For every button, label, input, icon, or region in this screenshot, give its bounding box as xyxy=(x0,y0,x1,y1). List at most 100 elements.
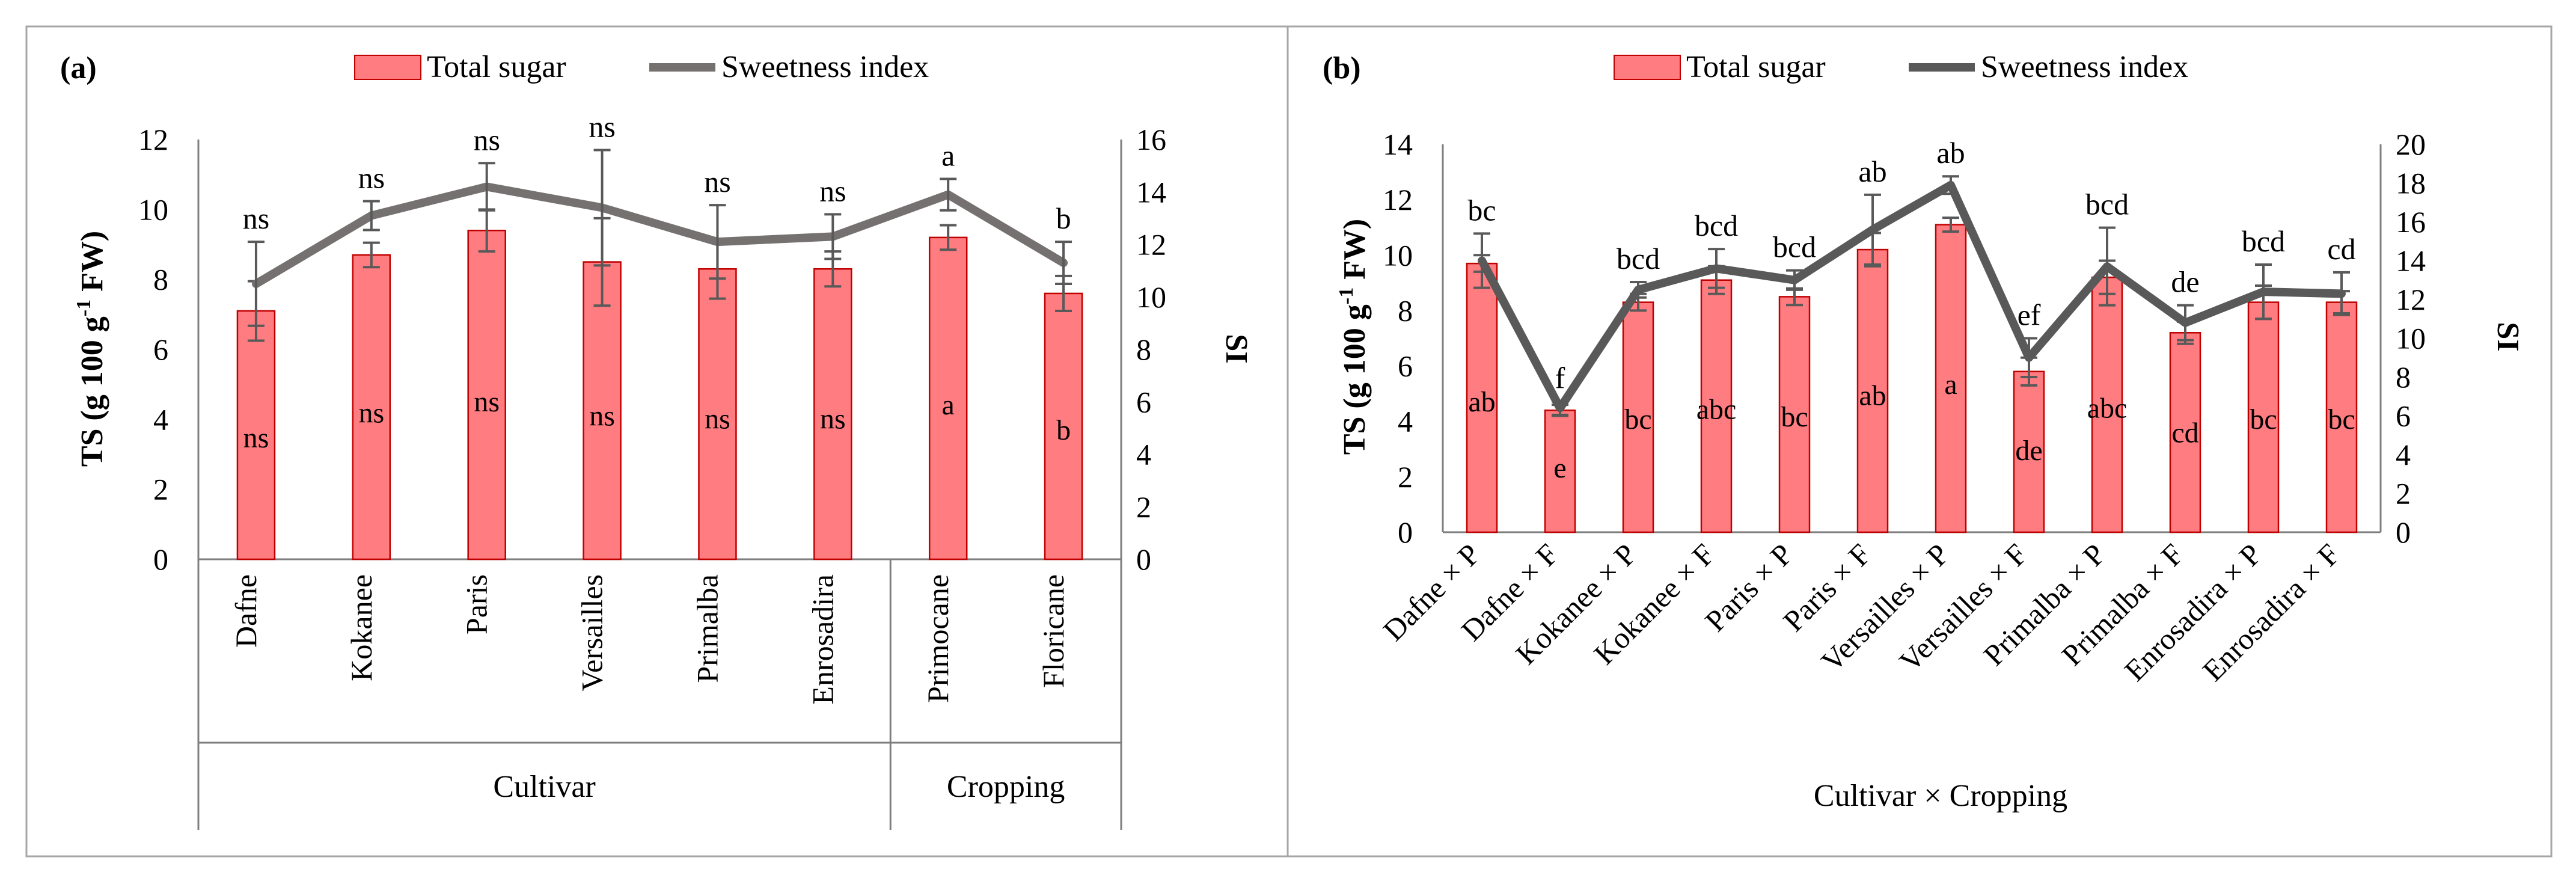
b-bar-letter: bc xyxy=(2250,404,2277,435)
a-y2tick-label: 16 xyxy=(1136,123,1166,156)
panel-b-line xyxy=(1478,180,2346,413)
b-ytick-label: 6 xyxy=(1398,349,1413,383)
b-y2tick-label: 20 xyxy=(2396,127,2426,161)
a-y2tick-label: 12 xyxy=(1136,228,1166,262)
panel-a-ylabel: TS (g 100 g-1 FW) xyxy=(73,231,109,467)
panel-a-line xyxy=(251,182,1068,288)
a-bar-letter: ns xyxy=(820,404,846,435)
a-bar xyxy=(467,229,506,560)
b-sweetness-line xyxy=(1478,180,2346,413)
a-bar-letter: ns xyxy=(358,397,384,429)
b-bar-letter: bc xyxy=(1781,401,1808,433)
b-line-letter: cd xyxy=(2327,232,2355,266)
b-y2tick-label: 10 xyxy=(2396,322,2426,355)
b-y2tick-label: 6 xyxy=(2396,399,2411,433)
b-bar-letter: a xyxy=(1944,369,1957,401)
b-bar-letter: e xyxy=(1553,452,1566,484)
b-y2tick-label: 14 xyxy=(2396,244,2426,278)
panel-b-ylabel: TS (g 100 g-1 FW) xyxy=(1335,219,1372,455)
panel-a: (a) Total sugar Sweetness index 0 2 4 6 8 10 1… xyxy=(60,50,1253,830)
a-y2tick-label: 0 xyxy=(1136,542,1151,576)
b-y2tick-label: 0 xyxy=(2396,515,2411,549)
b-bar xyxy=(1622,301,1654,533)
b-bar-letter: ab xyxy=(1468,386,1495,418)
panel-b-legend: Total sugar Sweetness index xyxy=(1614,50,2188,84)
b-bar xyxy=(2325,301,2358,533)
a-ytick-label: 6 xyxy=(153,333,168,366)
b-ytick-label: 12 xyxy=(1383,183,1413,216)
b-bar-letter: bc xyxy=(2328,404,2355,435)
a-bar xyxy=(583,261,622,560)
a-bar-letter: ns xyxy=(243,422,269,454)
panel-a-label: (a) xyxy=(60,51,97,85)
panel-a-bars xyxy=(236,229,1083,560)
b-ytick-label: 10 xyxy=(1383,238,1413,272)
b-bar xyxy=(1935,224,1967,533)
a-line-letter: ns xyxy=(243,201,269,235)
b-ytick-label: 4 xyxy=(1398,405,1413,438)
b-bar xyxy=(2169,332,2201,533)
a-line-letter: ns xyxy=(358,161,385,195)
a-category-label: Versailles xyxy=(575,574,609,691)
a-bar xyxy=(928,236,968,560)
b-bar xyxy=(1778,296,1811,533)
b-bar-letter: cd xyxy=(2171,417,2198,449)
a-line-letter: ns xyxy=(473,123,500,156)
a-bar xyxy=(813,268,852,560)
b-line-letter: de xyxy=(2171,265,2199,299)
panel-a-labels: ns ns ns ns ns ns a b ns ns ns ns ns ns a b Dafne Kokanee… xyxy=(229,109,1071,804)
a-y2tick-label: 2 xyxy=(1136,490,1151,524)
b-ytick-label: 2 xyxy=(1398,460,1413,494)
b-y2tick-label: 12 xyxy=(2396,283,2426,316)
a-ytick-label: 4 xyxy=(153,402,168,436)
a-ytick-label: 10 xyxy=(138,192,168,226)
b-y2tick-label: 16 xyxy=(2396,205,2426,239)
a-line-letter: ns xyxy=(589,109,615,143)
b-bar-letter: ab xyxy=(1859,380,1886,412)
panel-b-legend-bar-swatch xyxy=(1614,55,1681,80)
a-group-label: Cultivar xyxy=(493,770,595,804)
b-line-letter: ab xyxy=(1936,136,1965,170)
a-line-letter: b xyxy=(1056,201,1071,235)
a-sweetness-line xyxy=(251,182,1068,288)
a-y2tick-label: 6 xyxy=(1136,385,1151,419)
a-ytick-label: 2 xyxy=(153,473,168,506)
panel-b-y2label: SI xyxy=(2491,322,2525,351)
panel-a-line-error-bars xyxy=(247,149,1072,327)
b-line-letter: ab xyxy=(1858,155,1886,188)
a-ytick-label: 12 xyxy=(138,123,168,156)
panel-b-bars xyxy=(1466,224,2358,533)
panel-b-legend-line-label: Sweetness index xyxy=(1981,50,2188,84)
figure-frame xyxy=(25,25,2553,858)
b-y2tick-label: 8 xyxy=(2396,360,2411,394)
b-ytick-label: 0 xyxy=(1398,515,1413,549)
a-bar-letter: b xyxy=(1056,414,1071,446)
a-category-label: Primalba xyxy=(690,574,724,683)
b-line-letter: bcd xyxy=(1695,209,1738,242)
panel-a-legend: Total sugar Sweetness index xyxy=(354,50,929,84)
a-y2tick-label: 4 xyxy=(1136,438,1151,471)
a-bar-letter: ns xyxy=(705,404,730,435)
b-bar-letter: bc xyxy=(1624,404,1651,435)
a-bar-letter: ns xyxy=(474,386,500,418)
a-bar xyxy=(236,310,276,560)
a-y2tick-label: 10 xyxy=(1136,280,1166,314)
a-category-label: Enrosadira xyxy=(806,574,839,705)
b-bar xyxy=(1856,248,1889,533)
b-line-letter: bcd xyxy=(2085,188,2129,221)
b-bar-letter: de xyxy=(2015,435,2042,467)
b-line-letter: ef xyxy=(2018,298,2041,332)
b-line-letter: bcd xyxy=(1617,242,1660,275)
b-y2tick-label: 2 xyxy=(2396,477,2411,511)
panel-b-legend-bar-label: Total sugar xyxy=(1686,50,1826,84)
a-line-letter: ns xyxy=(704,165,730,198)
b-line-letter: bc xyxy=(1467,193,1496,227)
b-line-letter: f xyxy=(1555,361,1565,394)
panel-a-legend-bar-swatch xyxy=(354,55,421,80)
b-y2tick-label: 18 xyxy=(2396,167,2426,200)
a-bar-letter: a xyxy=(942,389,955,421)
b-line-letter: bcd xyxy=(1773,230,1816,264)
a-category-label: Paris xyxy=(460,574,494,634)
a-line-letter: a xyxy=(941,138,955,172)
